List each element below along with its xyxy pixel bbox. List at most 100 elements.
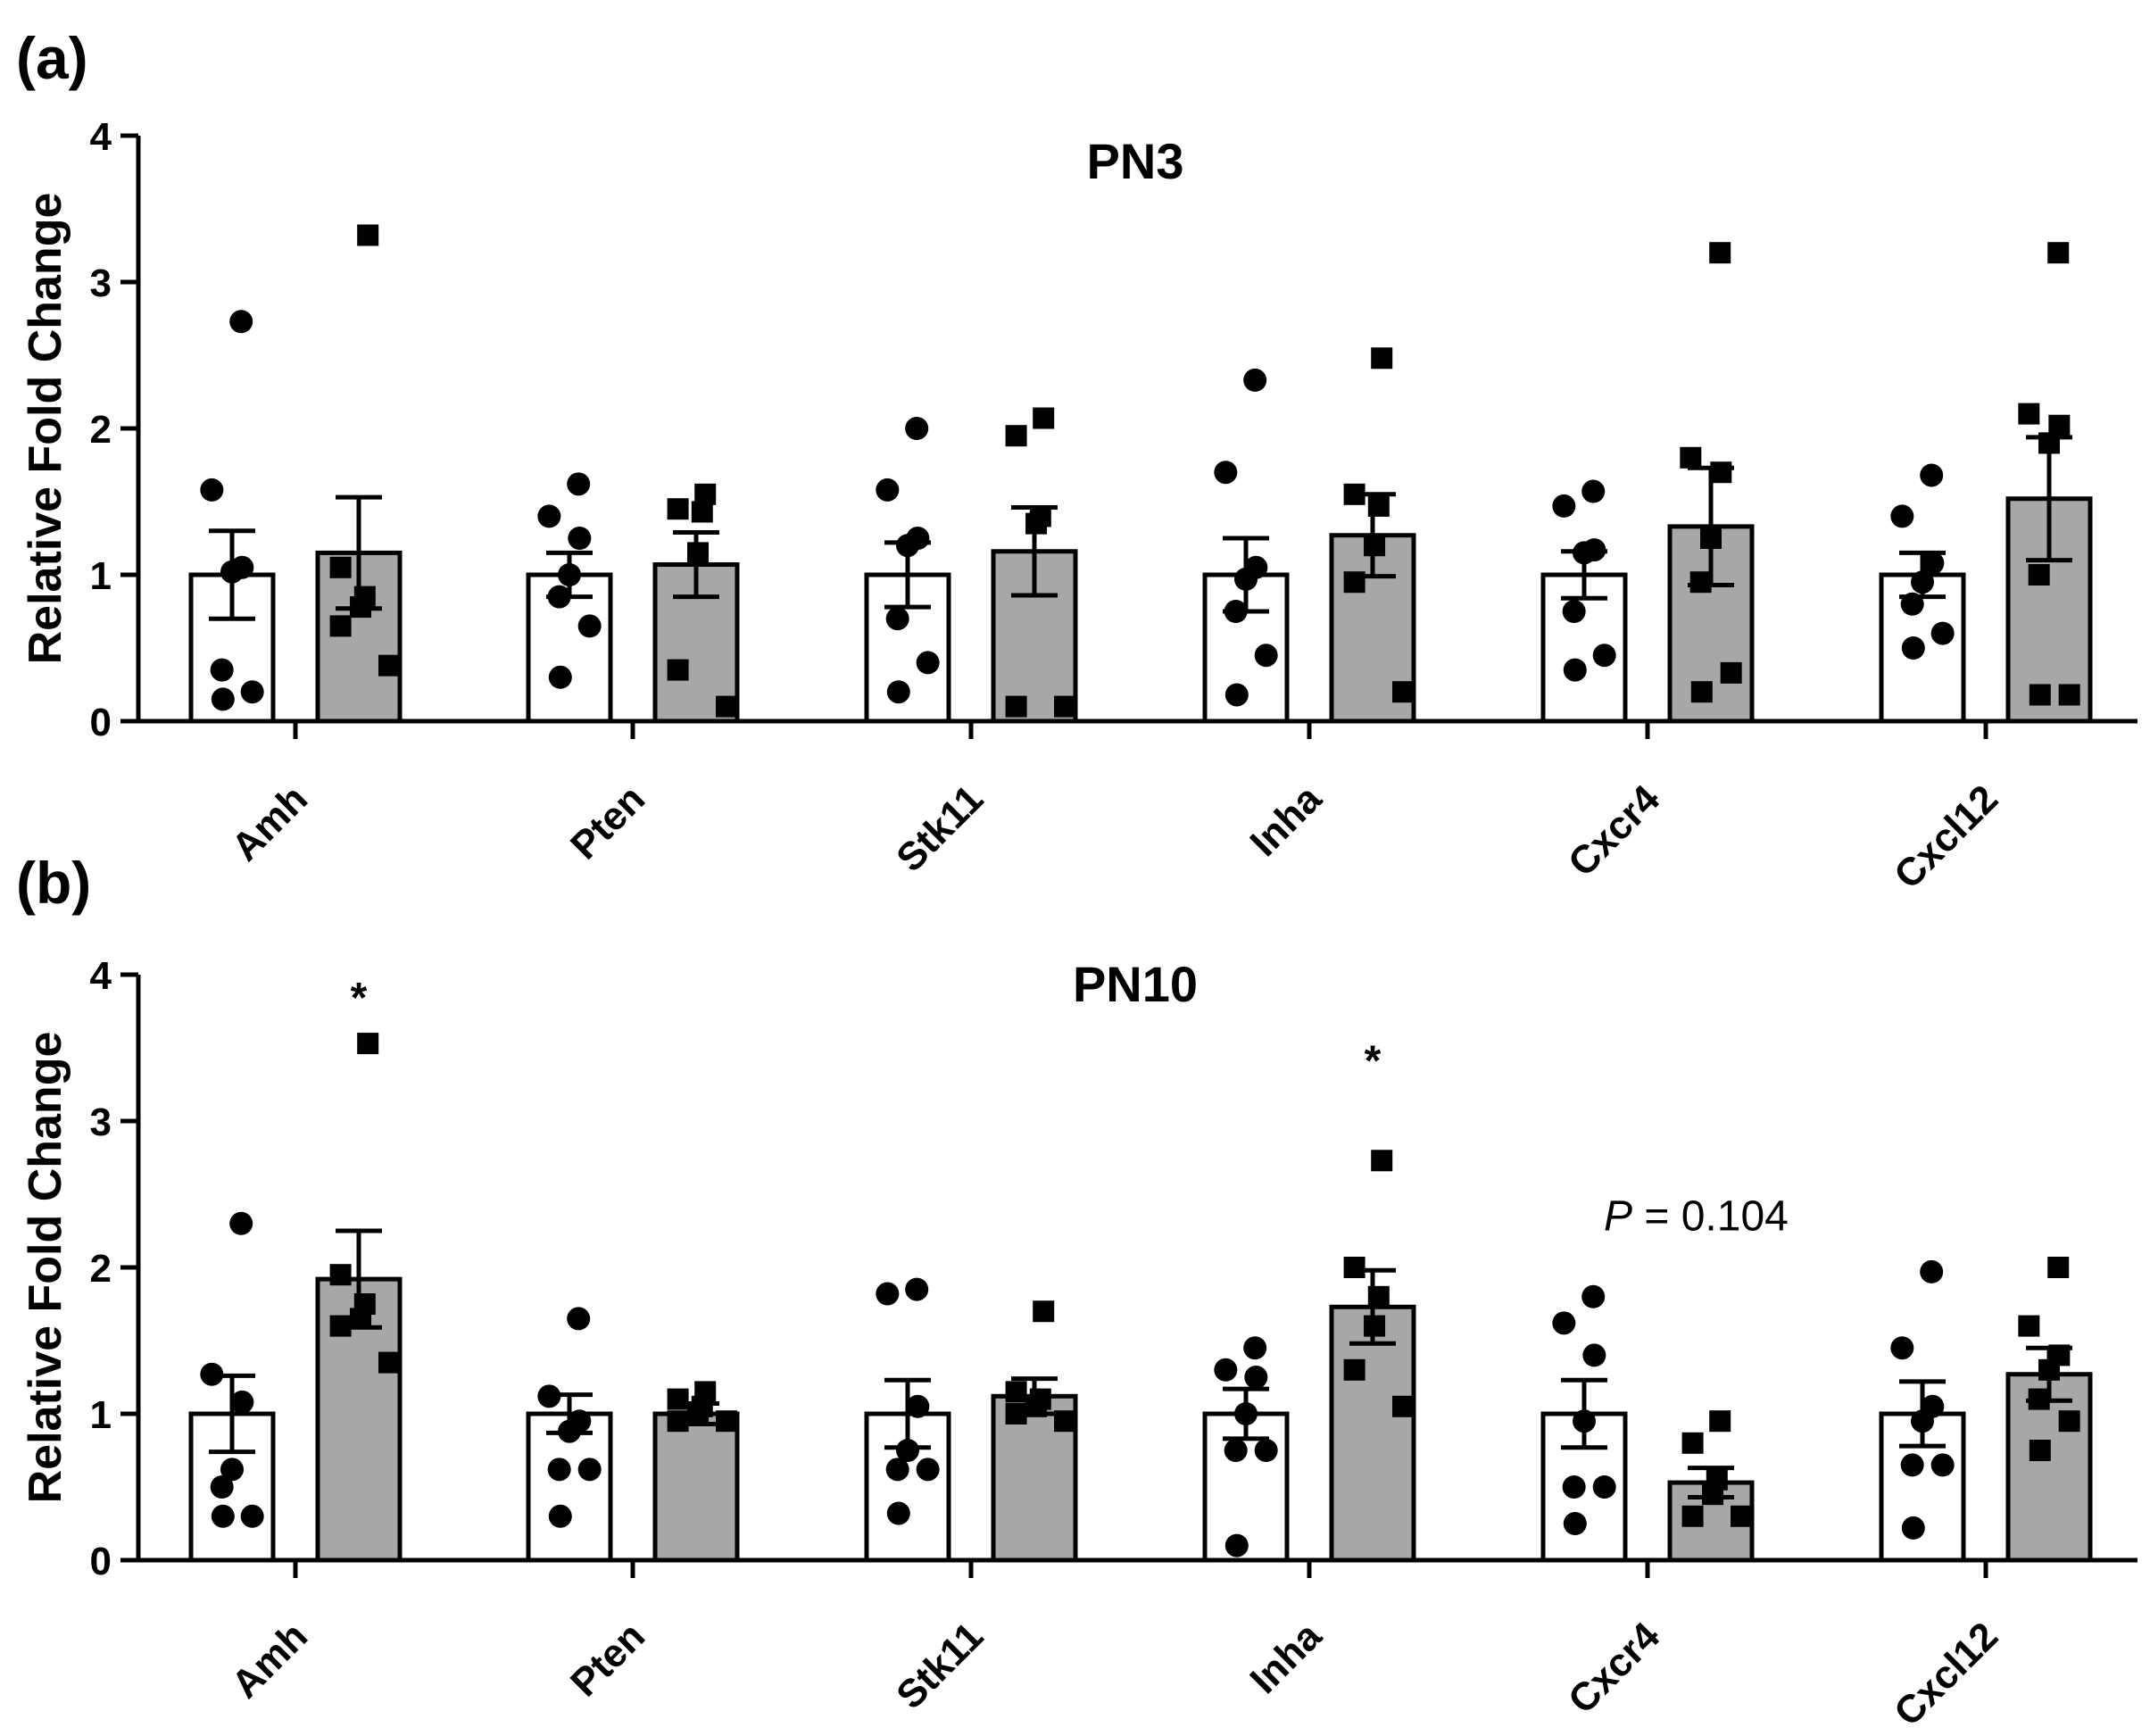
data-point-treated xyxy=(350,1308,372,1330)
data-point-control xyxy=(210,658,234,682)
data-point-treated xyxy=(1710,461,1732,484)
data-point-treated xyxy=(1343,1358,1366,1381)
data-point-treated xyxy=(2038,432,2060,454)
data-point-control xyxy=(906,1394,930,1418)
data-point-control xyxy=(229,1211,253,1235)
significance-asterisk: * xyxy=(351,975,368,1022)
data-point-control xyxy=(558,563,581,586)
data-point-treated xyxy=(1033,1300,1055,1323)
data-point-control xyxy=(1573,1409,1596,1433)
data-point-treated xyxy=(1720,661,1742,684)
data-point-control xyxy=(1562,600,1586,623)
data-point-control xyxy=(1920,463,1944,487)
x-tick-label: Inha xyxy=(1241,1614,1330,1702)
data-point-treated xyxy=(1709,242,1731,264)
x-tick-label: Cxcr4 xyxy=(1560,1614,1669,1723)
bar-treated xyxy=(1329,1304,1416,1563)
data-point-treated xyxy=(1005,425,1027,447)
y-tick-label: 0 xyxy=(90,1540,112,1583)
chart-title: PN10 xyxy=(1073,956,1198,1012)
data-point-control xyxy=(1552,1311,1576,1335)
data-point-control xyxy=(568,527,592,550)
y-tick-label: 4 xyxy=(90,954,112,998)
data-point-treated xyxy=(667,1388,689,1410)
data-point-control xyxy=(547,585,571,609)
data-point-treated xyxy=(1025,512,1048,535)
data-point-control xyxy=(240,1504,264,1528)
data-point-treated xyxy=(1343,571,1366,594)
data-point-treated xyxy=(329,556,352,578)
y-axis-label: Relative Fold Change xyxy=(20,1032,71,1504)
data-point-treated xyxy=(329,1264,352,1286)
data-point-control xyxy=(1224,1533,1249,1557)
data-point-control xyxy=(229,310,253,334)
data-point-control xyxy=(1562,1475,1586,1499)
data-point-treated xyxy=(1054,1410,1075,1433)
panel-a-pn3: (a) PN3 Relative Fold Change 0 1 2 3 4 Amh Pten St… xyxy=(16,25,2138,897)
x-tick-label: Amh xyxy=(223,1614,316,1707)
data-point-control xyxy=(548,665,572,689)
data-point-treated xyxy=(378,654,400,677)
y-tick-label: 2 xyxy=(90,1247,112,1291)
data-point-control xyxy=(1901,1516,1925,1540)
data-point-control xyxy=(210,1475,234,1499)
data-point-treated xyxy=(2058,684,2080,706)
data-point-control xyxy=(1214,1358,1238,1382)
data-point-control xyxy=(1573,541,1596,565)
data-point-treated xyxy=(1371,1150,1393,1172)
data-point-control xyxy=(558,1419,581,1443)
data-point-control xyxy=(220,1458,244,1482)
data-point-control xyxy=(1243,368,1267,392)
data-point-treated xyxy=(2029,684,2051,706)
data-point-control xyxy=(1254,1439,1278,1462)
data-point-treated xyxy=(1005,695,1027,718)
data-point-control xyxy=(1911,570,1934,594)
data-point-control xyxy=(1552,494,1576,518)
data-point-treated xyxy=(1364,1315,1386,1337)
data-point-control xyxy=(1901,636,1925,660)
data-point-control xyxy=(1592,1475,1616,1499)
data-point-treated xyxy=(691,501,713,523)
data-point-control xyxy=(886,1501,910,1525)
data-point-control xyxy=(876,1282,900,1306)
data-point-treated xyxy=(1005,1381,1027,1403)
data-point-treated xyxy=(687,542,710,564)
data-point-control xyxy=(1244,1366,1268,1389)
y-tick-label: 2 xyxy=(90,408,112,452)
data-point-treated xyxy=(2028,1388,2050,1410)
data-point-treated xyxy=(329,1315,352,1337)
data-point-treated xyxy=(329,615,352,637)
data-point-control xyxy=(1890,504,1914,528)
data-point-control xyxy=(548,1504,572,1528)
data-point-control xyxy=(211,687,235,711)
data-point-control xyxy=(1930,1453,1955,1477)
data-point-treated xyxy=(716,1410,737,1433)
data-point-treated xyxy=(1700,527,1722,549)
data-point-treated xyxy=(2038,1358,2060,1381)
data-point-control xyxy=(876,478,900,502)
data-point-control xyxy=(885,607,909,631)
data-point-treated xyxy=(2047,242,2070,264)
data-point-treated xyxy=(1033,407,1055,429)
data-point-control xyxy=(905,417,929,440)
data-point-treated xyxy=(2018,1315,2040,1337)
data-point-control xyxy=(220,560,244,584)
data-point-treated xyxy=(378,1351,400,1374)
data-point-treated xyxy=(350,596,372,619)
p-value-text: = 0.104 xyxy=(1632,1193,1789,1241)
data-point-control xyxy=(240,680,264,704)
data-point-treated xyxy=(357,224,379,246)
data-point-control xyxy=(1911,1409,1934,1433)
data-point-control xyxy=(1920,1259,1944,1283)
data-point-control xyxy=(1900,1453,1924,1477)
data-point-control xyxy=(1890,1336,1914,1360)
data-point-treated xyxy=(1690,681,1713,703)
y-tick-label: 3 xyxy=(90,262,112,305)
data-point-treated xyxy=(1392,1395,1414,1417)
data-point-control xyxy=(1234,1402,1258,1425)
data-point-control xyxy=(567,472,591,496)
data-point-control xyxy=(577,614,602,638)
data-point-treated xyxy=(1681,1432,1704,1454)
data-point-treated xyxy=(357,1033,379,1055)
